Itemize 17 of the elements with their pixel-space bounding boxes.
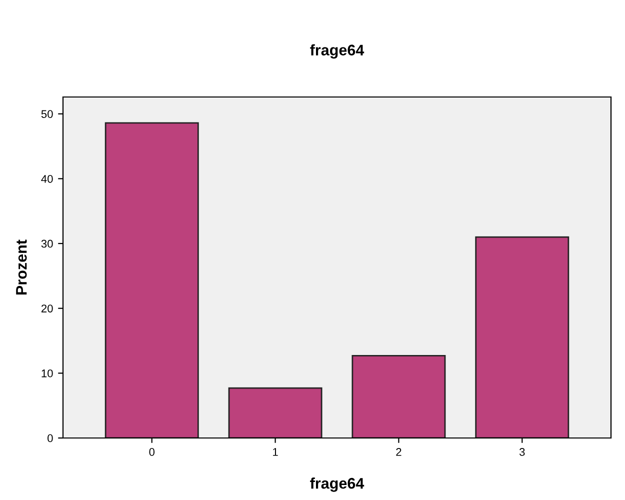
bar [228, 387, 322, 438]
chart-title: frage64 [310, 44, 364, 59]
bar [104, 122, 199, 438]
y-tick-label: 20 [41, 304, 53, 312]
y-tick-label: 50 [41, 110, 53, 118]
y-axis-title: Prozent [16, 240, 27, 294]
x-axis-title: frage64 [310, 478, 364, 492]
x-tick-label: 2 [396, 448, 402, 456]
y-tick-label: 40 [41, 174, 53, 183]
bar [475, 236, 570, 438]
y-tick-label: 0 [48, 434, 53, 442]
y-tick-label: 10 [42, 369, 53, 378]
x-tick-label: 0 [149, 448, 155, 456]
x-tick-label: 3 [519, 448, 525, 456]
bar [352, 354, 446, 438]
y-tick-label: 30 [41, 240, 53, 248]
x-tick-label: 1 [273, 448, 278, 456]
